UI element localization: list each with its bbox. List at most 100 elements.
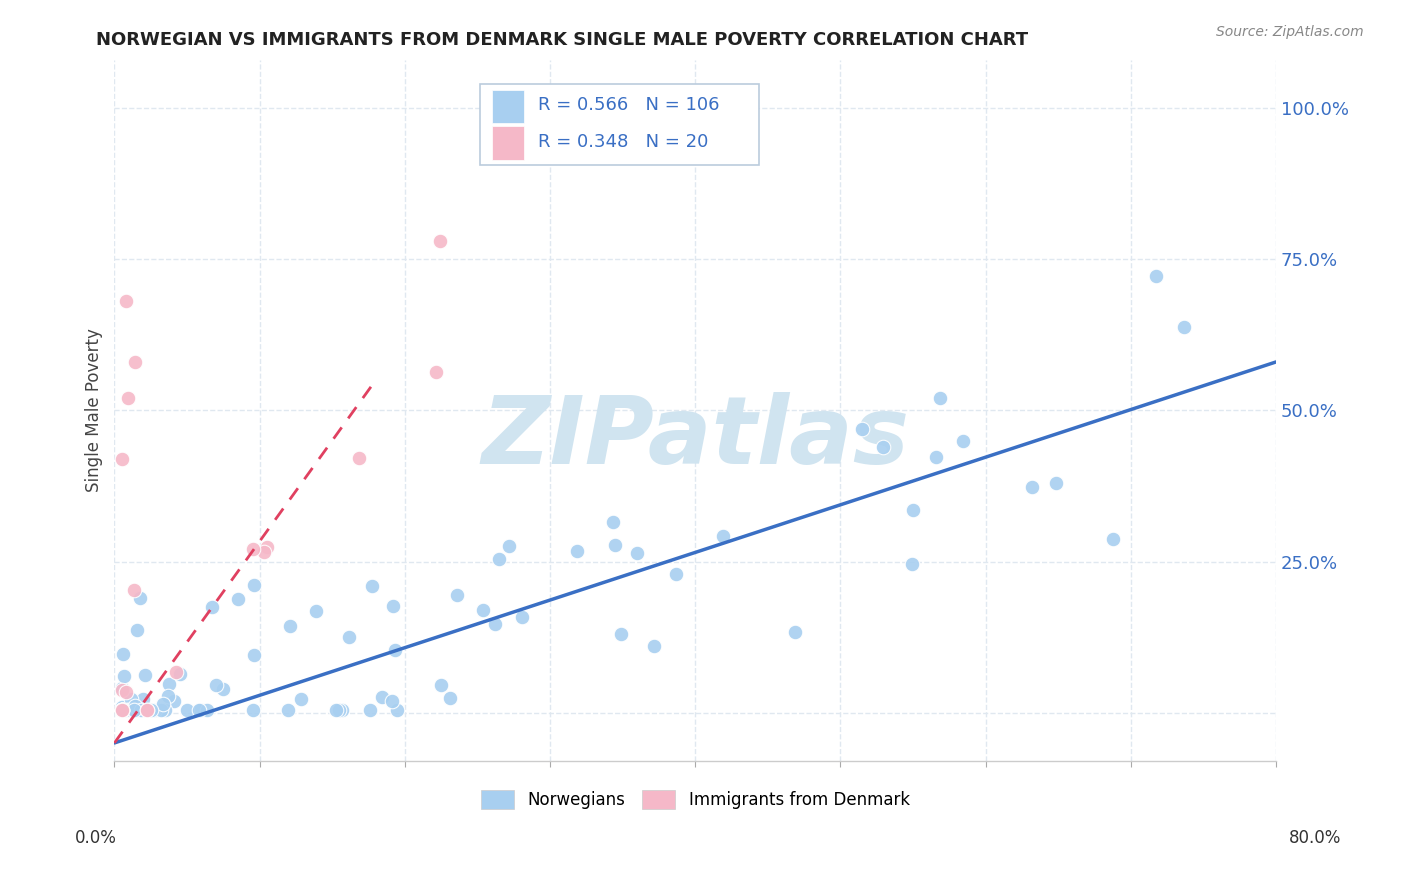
Point: [425, 365, 447, 379]
Point: [1045, 475, 1067, 490]
Point: [122, 703, 145, 717]
Point: [602, 515, 624, 529]
Point: [471, 603, 494, 617]
Point: [190, 703, 212, 717]
Point: [488, 551, 510, 566]
Point: [330, 703, 353, 717]
Point: [925, 450, 948, 464]
Point: [156, 689, 179, 703]
Point: [111, 703, 134, 717]
Point: [851, 422, 873, 436]
Point: [610, 626, 633, 640]
Point: [120, 703, 142, 717]
Point: [1021, 480, 1043, 494]
Point: [115, 702, 138, 716]
Text: 0.0%: 0.0%: [75, 829, 117, 847]
Point: [626, 546, 648, 560]
Point: [446, 588, 468, 602]
Point: [152, 698, 174, 712]
Point: [498, 540, 520, 554]
Point: [111, 703, 134, 717]
Point: [128, 703, 150, 717]
Point: [125, 703, 148, 717]
Point: [212, 682, 235, 697]
Point: [131, 703, 153, 717]
Point: [872, 440, 894, 454]
Point: [111, 681, 134, 695]
Point: [136, 703, 159, 717]
Point: [162, 694, 184, 708]
Point: [122, 582, 145, 597]
Point: [253, 544, 276, 558]
Text: NORWEGIAN VS IMMIGRANTS FROM DENMARK SINGLE MALE POVERTY CORRELATION CHART: NORWEGIAN VS IMMIGRANTS FROM DENMARK SIN…: [96, 31, 1028, 49]
Point: [484, 616, 506, 631]
Point: [381, 599, 404, 613]
Point: [195, 703, 218, 717]
Point: [381, 694, 404, 708]
Point: [121, 703, 143, 717]
Point: [929, 391, 952, 405]
Point: [242, 542, 264, 557]
Point: [125, 703, 148, 717]
Point: [124, 699, 146, 714]
Point: [111, 703, 134, 717]
Text: 80.0%: 80.0%: [1288, 829, 1341, 847]
Bar: [492, 90, 524, 123]
Y-axis label: Single Male Poverty: Single Male Poverty: [86, 328, 103, 492]
Point: [115, 703, 138, 717]
Point: [305, 604, 328, 618]
Point: [190, 703, 212, 717]
Bar: [492, 127, 524, 160]
Point: [117, 703, 139, 717]
Point: [132, 692, 155, 706]
Point: [226, 591, 249, 606]
Point: [187, 703, 209, 717]
Point: [901, 503, 924, 517]
Point: [785, 624, 807, 639]
Point: [711, 529, 734, 543]
Point: [200, 600, 222, 615]
Point: [150, 703, 173, 717]
Point: [430, 678, 453, 692]
Point: [176, 703, 198, 717]
Point: [325, 703, 347, 717]
Point: [360, 578, 382, 592]
Point: [124, 355, 146, 369]
Point: [142, 703, 165, 717]
Point: [124, 703, 146, 717]
Point: [643, 639, 665, 653]
Point: [204, 678, 226, 692]
Point: [328, 703, 350, 717]
Text: R = 0.348   N = 20: R = 0.348 N = 20: [538, 133, 709, 151]
Point: [1173, 319, 1195, 334]
Point: [124, 703, 146, 717]
Point: [111, 703, 134, 717]
Point: [128, 591, 150, 605]
Point: [901, 558, 924, 572]
Point: [567, 544, 589, 558]
Legend: Norwegians, Immigrants from Denmark: Norwegians, Immigrants from Denmark: [474, 783, 917, 816]
Point: [665, 567, 688, 582]
Point: [169, 667, 191, 681]
Point: [149, 703, 172, 717]
Point: [337, 630, 360, 644]
Point: [143, 703, 166, 717]
Point: [242, 703, 264, 717]
Point: [190, 703, 212, 717]
Point: [290, 691, 312, 706]
Point: [359, 703, 381, 717]
Point: [371, 690, 394, 705]
Point: [145, 703, 167, 717]
Point: [125, 703, 148, 717]
FancyBboxPatch shape: [481, 84, 759, 165]
Text: R = 0.566   N = 106: R = 0.566 N = 106: [538, 96, 720, 114]
Point: [129, 703, 152, 717]
Point: [243, 577, 266, 591]
Text: Source: ZipAtlas.com: Source: ZipAtlas.com: [1216, 25, 1364, 39]
Point: [111, 682, 134, 697]
Point: [111, 703, 134, 717]
Point: [603, 538, 626, 552]
Point: [952, 434, 974, 449]
Point: [139, 703, 162, 717]
Point: [136, 703, 159, 717]
